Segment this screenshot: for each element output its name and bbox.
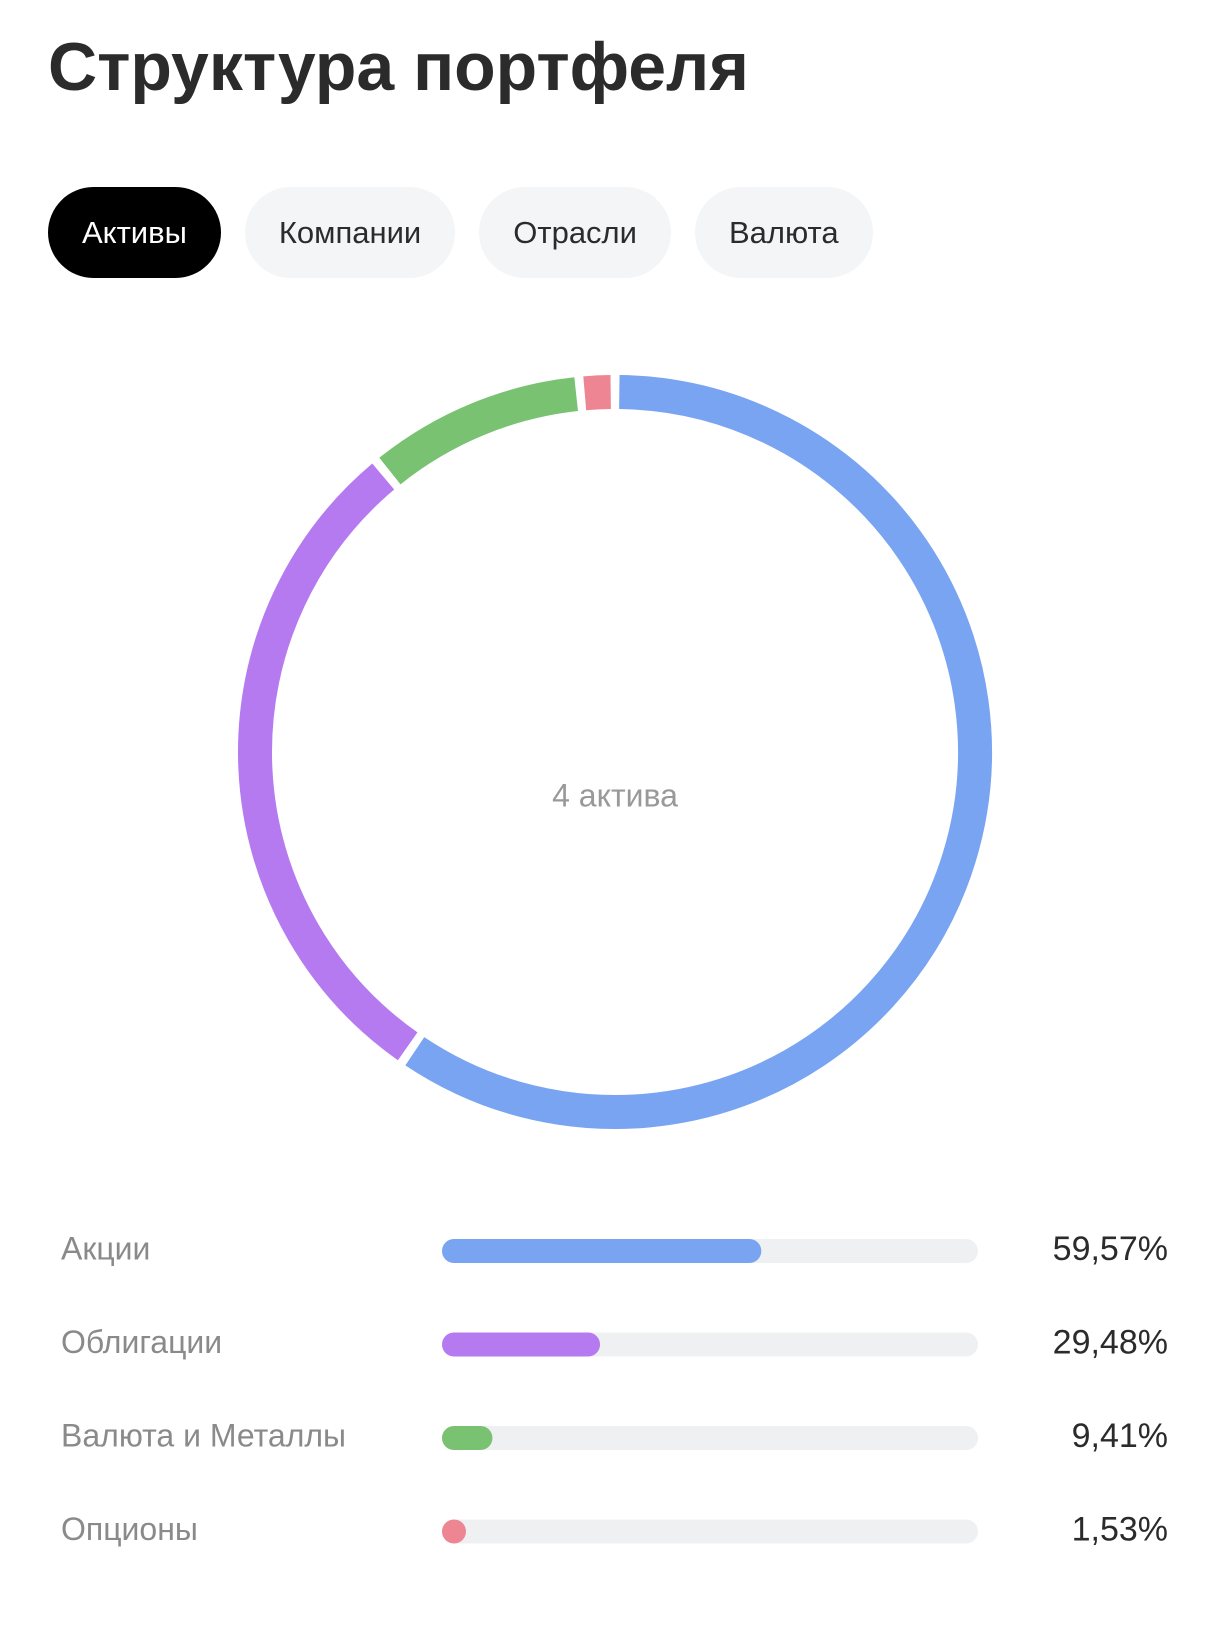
bar bbox=[442, 1239, 762, 1263]
tab[interactable]: Валюта bbox=[694, 187, 873, 278]
value-label: 59,57% bbox=[1053, 1230, 1168, 1268]
bar-track bbox=[442, 1426, 978, 1450]
tab[interactable]: Активы bbox=[48, 187, 221, 278]
bar bbox=[442, 1426, 493, 1450]
legend-label: Опционы bbox=[61, 1511, 198, 1547]
value-label: 29,48% bbox=[1053, 1323, 1168, 1361]
bar-track bbox=[442, 1332, 978, 1357]
legend-label: Облигации bbox=[61, 1324, 222, 1360]
value-label: 1,53% bbox=[1072, 1510, 1168, 1548]
value-label: 9,41% bbox=[1072, 1417, 1168, 1455]
tab[interactable]: Отрасли bbox=[479, 187, 671, 278]
title: Структура портфеля bbox=[48, 29, 749, 105]
tab[interactable]: Компании bbox=[244, 187, 456, 278]
center-label: 4 актива bbox=[552, 777, 678, 813]
bar-track bbox=[442, 1239, 978, 1263]
bar bbox=[442, 1519, 466, 1544]
donut-segment bbox=[583, 375, 612, 411]
bar bbox=[442, 1332, 601, 1357]
tab-bar: Активы Компании Отрасли Валюта bbox=[48, 187, 873, 278]
donut-segment bbox=[379, 377, 579, 485]
legend-label: Акции bbox=[61, 1230, 150, 1266]
donut-segment bbox=[238, 463, 418, 1061]
donut-segment bbox=[405, 375, 992, 1129]
bar-track bbox=[442, 1519, 978, 1544]
legend-label: Валюта и Металлы bbox=[61, 1417, 346, 1453]
